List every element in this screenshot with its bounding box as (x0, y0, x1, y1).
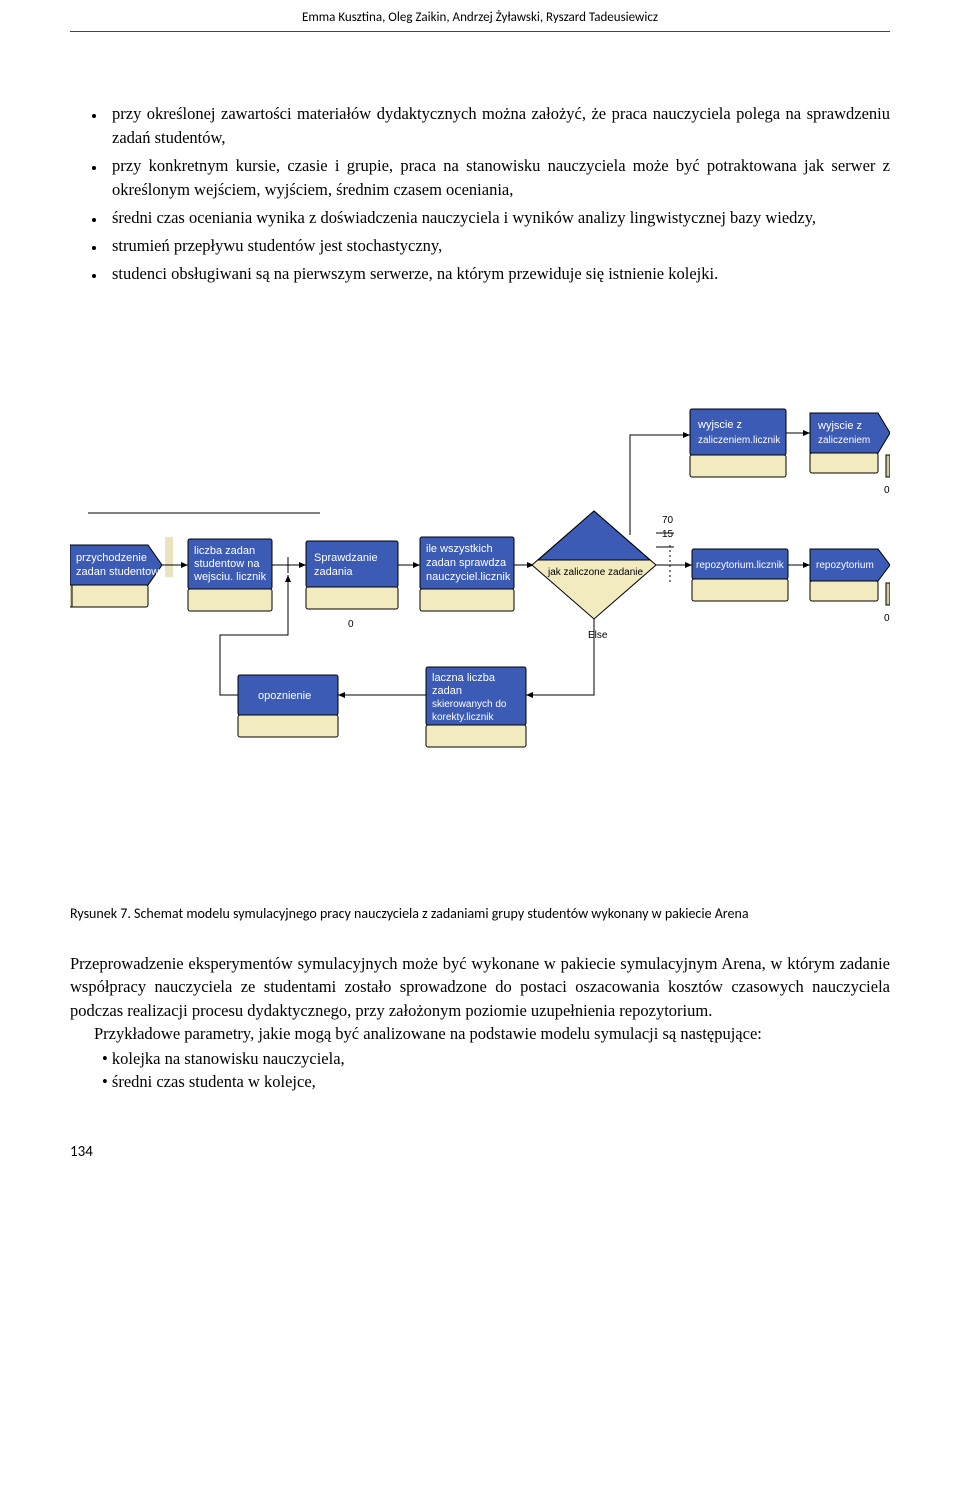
svg-text:liczba zadan: liczba zadan (194, 545, 255, 557)
svg-text:repozytorium.licznik: repozytorium.licznik (696, 560, 785, 571)
term-exit-count: 0 (884, 485, 890, 496)
svg-text:zaliczeniem: zaliczeniem (818, 435, 870, 446)
svg-text:przychodzenie: przychodzenie (76, 552, 147, 564)
node-decision: jak zaliczone zadanie (532, 511, 656, 619)
node-total-checked-counter: ile wszystkich zadan sprawdza nauczyciel… (420, 537, 514, 611)
bullet-item: strumień przepływu studentów jest stocha… (106, 234, 890, 258)
svg-text:wyjscie z: wyjscie z (817, 420, 862, 432)
svg-text:Sprawdzanie: Sprawdzanie (314, 552, 378, 564)
node-incoming-tasks: przychodzenie zadan studentow (70, 545, 162, 607)
svg-text:wyjscie z: wyjscie z (697, 419, 742, 431)
page-header-authors: Emma Kusztina, Oleg Zaikin, Andrzej Żyła… (70, 0, 890, 32)
parameter-bullets: kolejka na stanowisku nauczyciela, średn… (70, 1047, 890, 1093)
bullet-item: średni czas oceniania wynika z doświadcz… (106, 206, 890, 230)
bullet-item: przy konkretnym kursie, czasie i grupie,… (106, 154, 890, 202)
node-repo: repozytorium (810, 549, 890, 601)
decision-else-label: Else (588, 630, 608, 641)
page-number: 134 (70, 1143, 890, 1161)
svg-text:korekty.licznik: korekty.licznik (432, 712, 494, 723)
decision-branch-15: 15 (662, 529, 674, 540)
top-bullet-list: przy określonej zawartości materiałów dy… (70, 102, 890, 285)
svg-text:skierowanych do: skierowanych do (432, 699, 507, 710)
svg-text:wejsciu. licznik: wejsciu. licznik (193, 571, 267, 583)
svg-text:studentow na: studentow na (194, 558, 260, 570)
svg-text:zadan sprawdza: zadan sprawdza (426, 557, 507, 569)
svg-text:jak zaliczone zadanie: jak zaliczone zadanie (547, 567, 643, 578)
decision-branch-70: 70 (662, 515, 674, 526)
svg-text:zadan studentow: zadan studentow (76, 566, 159, 578)
figure-caption: Rysunek 7. Schemat modelu symulacyjnego … (70, 905, 890, 924)
param-bullet: średni czas studenta w kolejce, (118, 1070, 890, 1093)
svg-text:zaliczeniem.licznik: zaliczeniem.licznik (698, 435, 781, 446)
svg-text:repozytorium: repozytorium (816, 560, 874, 571)
svg-text:laczna liczba: laczna liczba (432, 672, 496, 684)
svg-text:nauczyciel.licznik: nauczyciel.licznik (426, 571, 511, 583)
term-repo-count: 0 (884, 613, 890, 624)
param-bullet: kolejka na stanowisku nauczyciela, (118, 1047, 890, 1070)
node-correction-counter: laczna liczba zadan skierowanych do kore… (426, 667, 526, 747)
svg-text:zadan: zadan (432, 685, 462, 697)
node-repo-counter: repozytorium.licznik (692, 549, 788, 601)
node-delay: opoznienie (238, 675, 338, 737)
svg-text:ile wszystkich: ile wszystkich (426, 543, 493, 555)
paragraph-2: Przykładowe parametry, jakie mogą być an… (70, 1022, 890, 1045)
node-exit: wyjscie z zaliczeniem (810, 413, 890, 473)
diagram-svg: przychodzenie zadan studentow liczba zad… (70, 335, 890, 845)
node-input-counter: liczba zadan studentow na wejsciu. liczn… (188, 539, 272, 611)
svg-text:opoznienie: opoznienie (258, 690, 311, 702)
svg-text:zadania: zadania (314, 566, 353, 578)
paragraph-1: Przeprowadzenie eksperymentów symulacyjn… (70, 952, 890, 1021)
under-check-label: 0 (348, 619, 354, 630)
simulation-diagram: przychodzenie zadan studentow liczba zad… (70, 335, 890, 845)
node-check-task: Sprawdzanie zadania (306, 541, 398, 609)
node-exit-counter: wyjscie z zaliczeniem.licznik (690, 409, 786, 477)
bullet-item: studenci obsługiwani są na pierwszym ser… (106, 262, 890, 286)
bullet-item: przy określonej zawartości materiałów dy… (106, 102, 890, 150)
